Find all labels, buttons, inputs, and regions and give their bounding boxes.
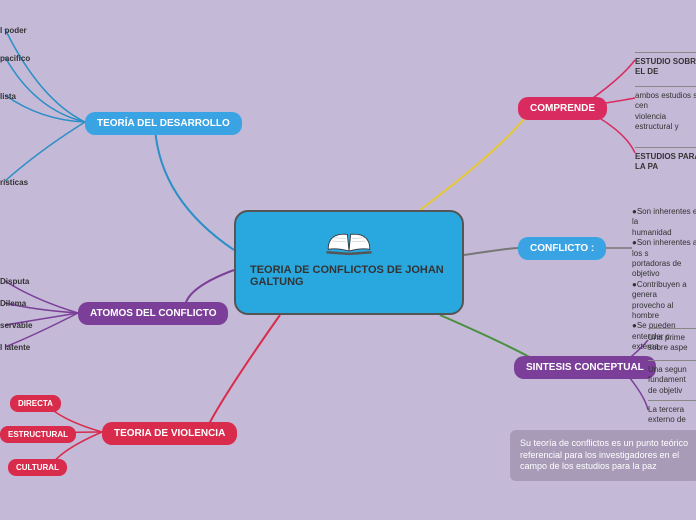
leaf-sintesis-1: Una segun fundament de objetiv: [648, 360, 696, 400]
branch-atomos[interactable]: ATOMOS DEL CONFLICTO: [78, 302, 228, 325]
leaf-violencia-2[interactable]: CULTURAL: [8, 459, 67, 476]
leaf-atomos-3: l latente: [0, 343, 30, 352]
leaf-sintesis-0: Una prime sobre aspe: [648, 328, 696, 358]
leaf-comprende-2: ESTUDIOS PARA LA PA: [635, 147, 696, 177]
branch-comprende[interactable]: COMPRENDE: [518, 97, 607, 120]
branch-conflicto[interactable]: CONFLICTO :: [518, 237, 606, 260]
leaf-atomos-1: Dilema: [0, 299, 26, 308]
leaf-desarrollo-2: lista: [0, 92, 16, 101]
leaf-desarrollo-3: risticas: [0, 178, 28, 187]
leaf-sintesis-2: La tercera externo de: [648, 400, 696, 430]
branch-violencia[interactable]: TEORIA DE VIOLENCIA: [102, 422, 237, 445]
center-title: TEORIA DE CONFLICTOS DE JOHAN GALTUNG: [250, 264, 448, 288]
branch-sintesis[interactable]: SINTESIS CONCEPTUAL: [514, 356, 656, 379]
leaf-atomos-2: servable: [0, 321, 32, 330]
center-node[interactable]: TEORIA DE CONFLICTOS DE JOHAN GALTUNG: [234, 210, 464, 315]
leaf-atomos-0: Disputa: [0, 277, 29, 286]
book-icon: [324, 222, 374, 260]
leaf-comprende-1: ambos estudios se cen violencia estructu…: [635, 86, 696, 137]
leaf-violencia-1[interactable]: ESTRUCTURAL: [0, 426, 76, 443]
leaf-desarrollo-1: pacifico: [0, 54, 30, 63]
leaf-desarrollo-0: l poder: [0, 26, 27, 35]
info-box: Su teoría de conflictos es un punto teór…: [510, 430, 696, 481]
leaf-violencia-0[interactable]: DIRECTA: [10, 395, 61, 412]
leaf-comprende-0: ESTUDIO SOBRE EL DE: [635, 52, 696, 82]
branch-desarrollo[interactable]: TEORÍA DEL DESARROLLO: [85, 112, 242, 135]
